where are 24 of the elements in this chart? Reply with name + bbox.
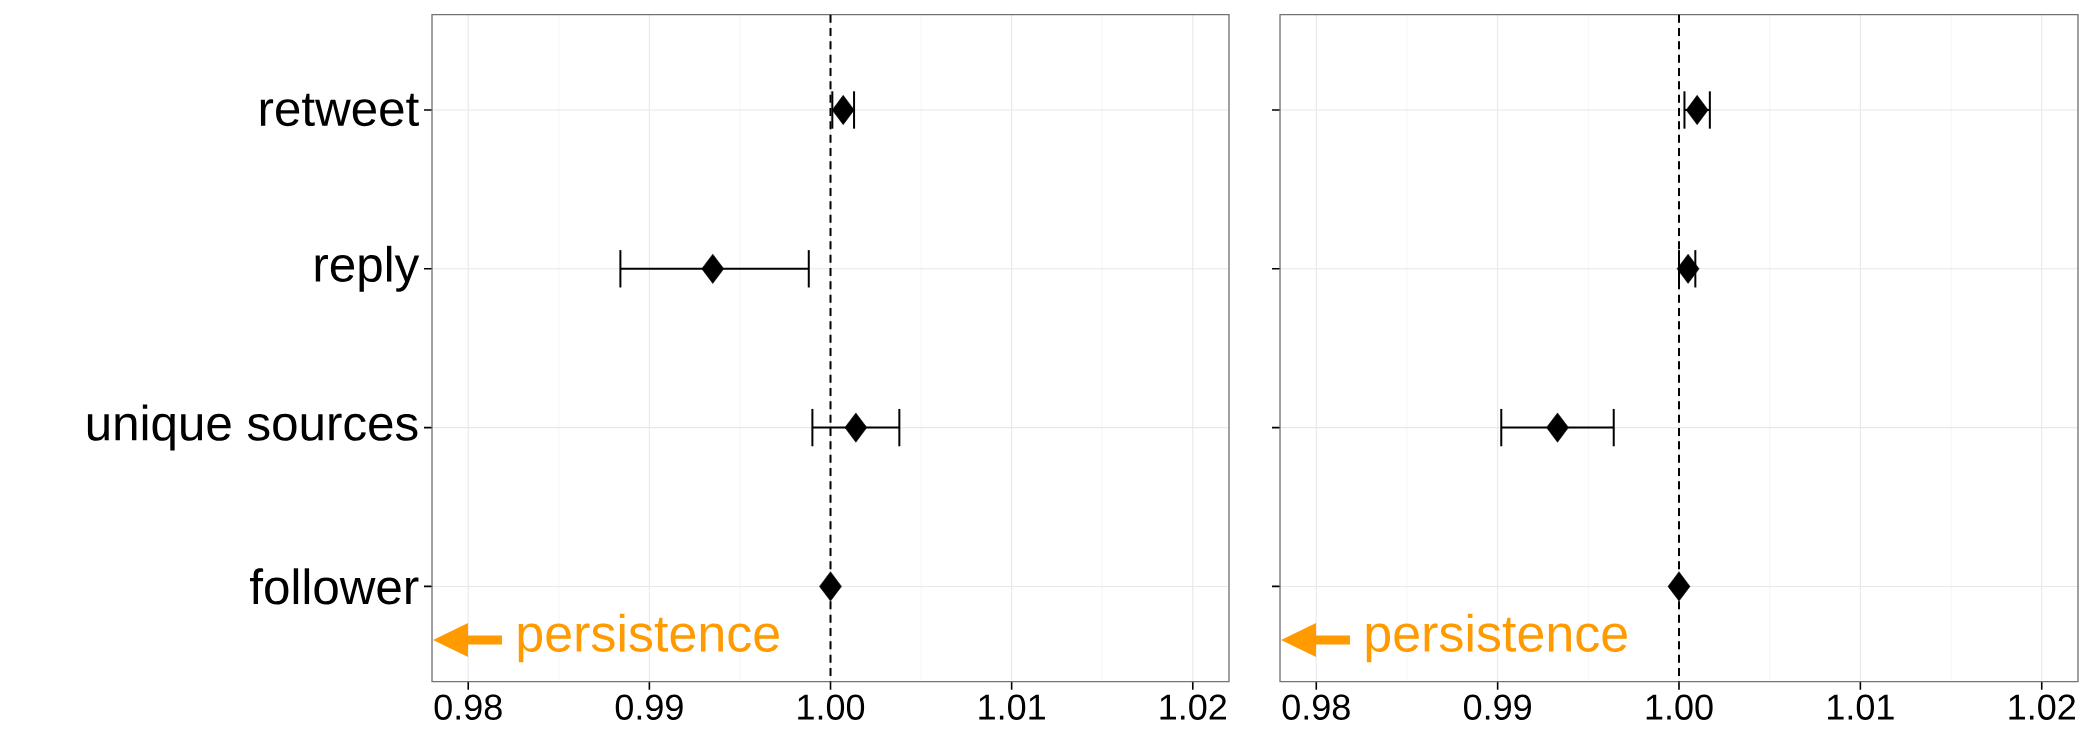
annotation: persistence <box>518 613 779 663</box>
annotation: persistence <box>1366 613 1627 663</box>
point <box>1546 412 1569 443</box>
y-tick-label: unique sources <box>87 404 418 451</box>
x-tick-label: 0.98 <box>1282 694 1350 720</box>
y-tick-label: follower <box>250 568 419 605</box>
x-tick-label: 0.99 <box>1464 694 1531 720</box>
point <box>844 412 868 443</box>
point <box>1676 253 1700 284</box>
x-tick-label: 1.01 <box>979 694 1045 720</box>
point <box>701 253 725 284</box>
x-tick-label: 1.01 <box>1828 694 1894 720</box>
x-tick-label: 0.98 <box>434 694 502 720</box>
y-tick-label: reply <box>315 245 420 292</box>
x-tick-label: 1.00 <box>798 694 865 720</box>
point <box>1667 571 1691 602</box>
x-tick-label: 0.99 <box>615 694 683 720</box>
x-tick-label: 1.00 <box>1646 694 1713 720</box>
point <box>831 95 855 125</box>
y-tick-label: retweet <box>260 93 419 127</box>
x-tick-label: 1.02 <box>1160 694 1226 720</box>
point <box>1685 95 1709 125</box>
x-tick-label: 1.02 <box>2009 694 2075 720</box>
point <box>819 571 842 602</box>
